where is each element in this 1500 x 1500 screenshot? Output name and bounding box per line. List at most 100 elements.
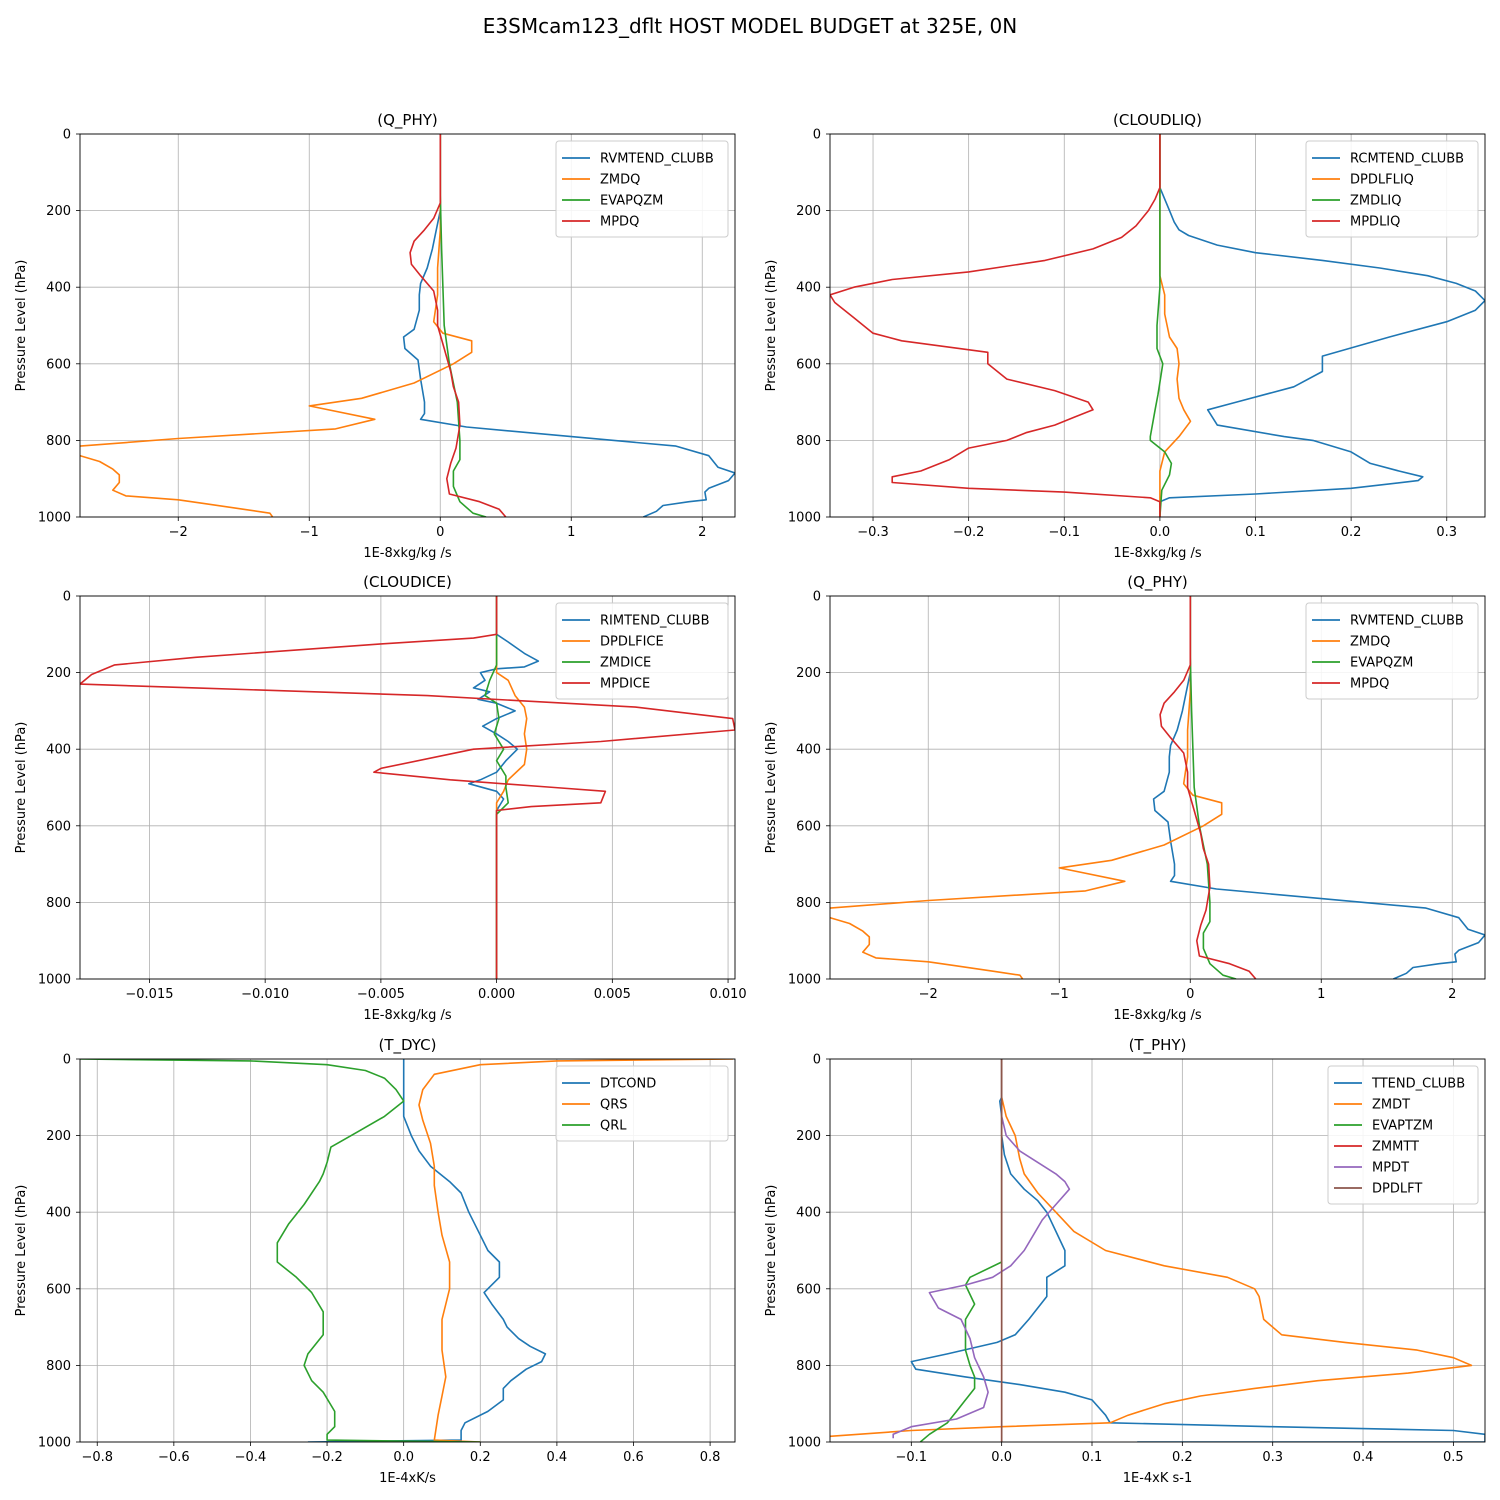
x-tick-label: 1 (1317, 987, 1325, 1002)
y-tick-label: 600 (46, 1282, 71, 1297)
y-tick-label: 600 (796, 357, 821, 372)
x-tick-label: −2 (169, 525, 188, 540)
x-tick-label: 0.8 (700, 1450, 721, 1465)
x-tick-label: −0.6 (158, 1450, 190, 1465)
legend: TTEND_CLUBB ZMDT EVAPTZM ZMMTT MPDT DPDLFT (1327, 1065, 1479, 1205)
legend-entry-dpdlfliq: DPDLFLIQ (1350, 173, 1414, 188)
x-tick-label: −0.1 (896, 1450, 928, 1465)
series-line-zmdq (830, 596, 1223, 979)
y-axis-label: Pressure Level (hPa) (14, 1185, 29, 1317)
legend-entry-zmmtt: ZMMTT (1372, 1140, 1419, 1155)
series-line-evapqzm (439, 134, 487, 517)
legend-entry-rvmtend-clubb: RVMTEND_CLUBB (600, 152, 714, 167)
series-line-rvmtend-clubb (402, 134, 735, 517)
legend-entry-zmdt: ZMDT (1372, 1098, 1410, 1113)
series-line-zmdt (830, 1059, 1473, 1438)
chart-panel-q-phy-top: −2 −1 0 1 2 0 200 400 600 800 1000 (Q_PHY) 1E-8xkg/k… (14, 111, 736, 561)
panel-title: (CLOUDLIQ) (1113, 111, 1202, 129)
series-line-rcmtend-clubb (1159, 134, 1485, 517)
y-tick-label: 400 (46, 1206, 71, 1221)
y-tick-label: 0 (813, 590, 821, 605)
y-tick-label: 200 (46, 204, 71, 219)
series-line-mpdice (80, 596, 735, 979)
x-tick-label: 0.3 (1436, 525, 1457, 540)
chart-panel-t-phy: −0.1 0.0 0.1 0.2 0.3 0.4 0.5 0 200 400 600 800 1000 (… (764, 1036, 1486, 1486)
legend-entry-zmdliq: ZMDLIQ (1350, 194, 1401, 209)
legend-entry-mpdq: MPDQ (1350, 677, 1389, 692)
legend-entry-rimtend-clubb: RIMTEND_CLUBB (600, 614, 710, 629)
x-tick-label: 1 (567, 525, 575, 540)
x-tick-label: 0.0 (991, 1450, 1012, 1465)
legend-entry-zmdice: ZMDICE (600, 656, 651, 671)
panel-title: (T_PHY) (1129, 1036, 1187, 1055)
y-tick-label: 0 (813, 1053, 821, 1068)
series-line-dpdlfice (495, 596, 528, 979)
y-tick-label: 1000 (788, 511, 821, 526)
legend-entry-dtcond: DTCOND (600, 1077, 656, 1092)
series-group (80, 134, 735, 517)
legend-box (1305, 602, 1479, 700)
x-tick-label: −0.3 (857, 525, 889, 540)
series-line-zmdliq (1149, 134, 1173, 517)
series-line-qrl (80, 1059, 481, 1442)
y-tick-label: 600 (796, 819, 821, 834)
series-line-ttend-clubb (910, 1059, 1485, 1442)
series-line-dtcond (307, 1059, 547, 1442)
y-tick-label: 200 (796, 666, 821, 681)
series-line-evapqzm (1189, 596, 1237, 979)
x-tick-label: −0.1 (1048, 525, 1080, 540)
legend-entry-mpdliq: MPDLIQ (1350, 215, 1400, 230)
series-group (830, 596, 1485, 979)
axes-frame (829, 133, 1486, 518)
legend: RVMTEND_CLUBB ZMDQ EVAPQZM MPDQ (555, 140, 729, 238)
y-tick-label: 600 (46, 819, 71, 834)
x-axis-label: 1E-8xkg/kg /s (1113, 1008, 1202, 1023)
series-line-mpdq (409, 134, 507, 517)
y-axis-label: Pressure Level (hPa) (764, 260, 779, 392)
y-tick-label: 800 (46, 1359, 71, 1374)
figure-title: E3SMcam123_dflt HOST MODEL BUDGET at 325… (482, 14, 1018, 38)
x-axis-label: 1E-4xK/s (379, 1471, 436, 1486)
x-tick-label: 0.0 (1150, 525, 1171, 540)
series-group (830, 134, 1485, 517)
x-tick-label: 0.2 (470, 1450, 491, 1465)
legend-box (555, 602, 729, 700)
legend-box (555, 1065, 729, 1142)
y-tick-label: 200 (796, 204, 821, 219)
panel-title: (Q_PHY) (377, 111, 438, 130)
x-tick-label: 0.1 (1245, 525, 1266, 540)
legend-entry-evapqzm: EVAPQZM (600, 194, 663, 209)
x-tick-label: 0.0 (393, 1450, 414, 1465)
y-tick-label: 600 (796, 1282, 821, 1297)
y-tick-label: 0 (63, 590, 71, 605)
legend-entry-dpdlft: DPDLFT (1372, 1182, 1422, 1197)
y-axis-label: Pressure Level (hPa) (764, 722, 779, 854)
legend-entry-mpdice: MPDICE (600, 677, 650, 692)
y-tick-label: 0 (63, 1053, 71, 1068)
legend-entry-ttend-clubb: TTEND_CLUBB (1371, 1077, 1465, 1092)
x-tick-label: −0.2 (953, 525, 985, 540)
legend-entry-evapqzm: EVAPQZM (1350, 656, 1413, 671)
panel-title: (T_DYC) (379, 1036, 437, 1055)
series-line-dpdlfliq (1159, 134, 1192, 517)
legend-entry-qrs: QRS (600, 1098, 628, 1113)
y-tick-label: 200 (46, 666, 71, 681)
series-line-zmdice (484, 596, 509, 979)
x-tick-label: 0.2 (1172, 1450, 1193, 1465)
legend-box (1305, 140, 1479, 238)
y-axis-label: Pressure Level (hPa) (764, 1185, 779, 1317)
x-tick-label: 0.005 (594, 987, 631, 1002)
x-tick-label: 0.3 (1262, 1450, 1283, 1465)
legend: DTCOND QRS QRL (555, 1065, 729, 1142)
y-tick-label: 800 (46, 434, 71, 449)
legend: RIMTEND_CLUBB DPDLFICE ZMDICE MPDICE (555, 602, 729, 700)
legend-entry-mpdt: MPDT (1372, 1161, 1409, 1176)
x-tick-label: 2 (1448, 987, 1456, 1002)
x-tick-label: 0.1 (1082, 1450, 1103, 1465)
y-tick-label: 600 (46, 357, 71, 372)
y-tick-label: 1000 (788, 973, 821, 988)
series-group (830, 1059, 1485, 1442)
x-tick-label: 0.010 (709, 987, 746, 1002)
legend-entry-mpdq: MPDQ (600, 215, 639, 230)
y-tick-label: 800 (796, 1359, 821, 1374)
